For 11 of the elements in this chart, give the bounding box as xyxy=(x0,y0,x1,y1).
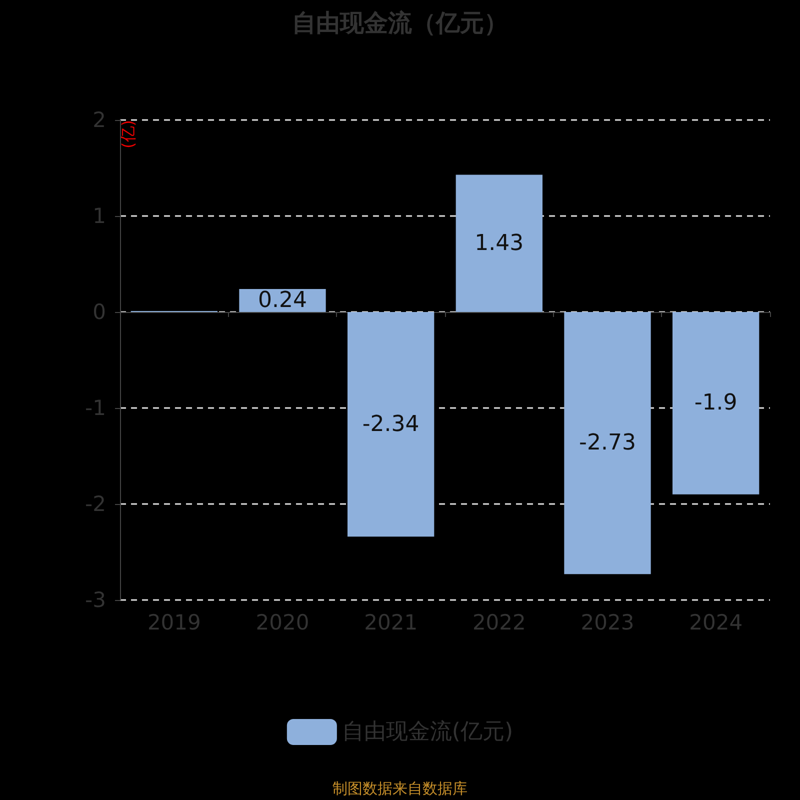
bar xyxy=(456,174,542,312)
data-label: -2.73 xyxy=(579,430,636,456)
data-label: -2.34 xyxy=(362,412,420,437)
y-axis-title: (亿) xyxy=(118,120,138,148)
data-label: 1.43 xyxy=(474,230,524,256)
text: 制图数据来自数据库 xyxy=(332,780,468,798)
bar xyxy=(348,312,434,537)
data-label: -1.9 xyxy=(694,390,738,416)
data-label: 0.24 xyxy=(258,288,307,313)
bar xyxy=(672,312,760,494)
bar xyxy=(564,312,651,574)
